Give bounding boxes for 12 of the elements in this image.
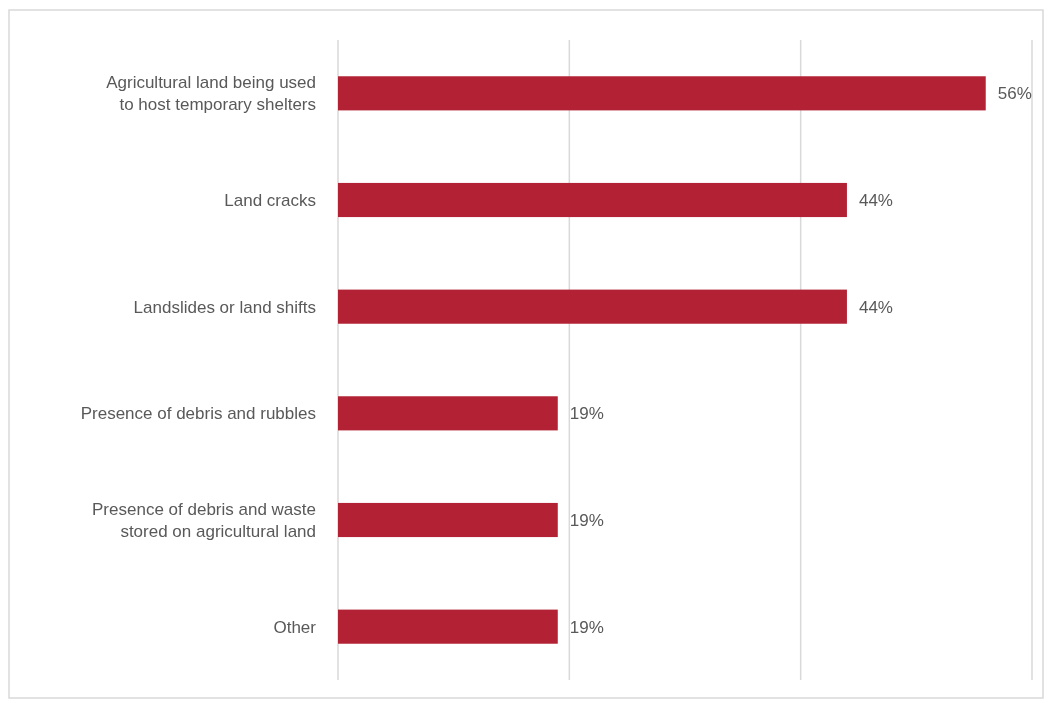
data-label: 19% — [569, 404, 604, 424]
data-label: 44% — [858, 190, 893, 210]
data-label: 19% — [569, 617, 604, 637]
data-label: 56% — [997, 84, 1032, 104]
y-tick-label: Landslides or land shifts — [133, 297, 316, 317]
y-tick-label: Presence of debris and waste stored on agricultural land — [92, 499, 316, 541]
data-label: 19% — [569, 510, 604, 530]
y-tick-label: Presence of debris and rubbles — [80, 404, 316, 424]
y-tick-label: Other — [273, 617, 317, 637]
data-label: 44% — [858, 297, 893, 317]
y-tick-label: Agricultural land being used to host temporary shelters — [106, 73, 316, 115]
y-tick-label: Land cracks — [224, 190, 316, 210]
